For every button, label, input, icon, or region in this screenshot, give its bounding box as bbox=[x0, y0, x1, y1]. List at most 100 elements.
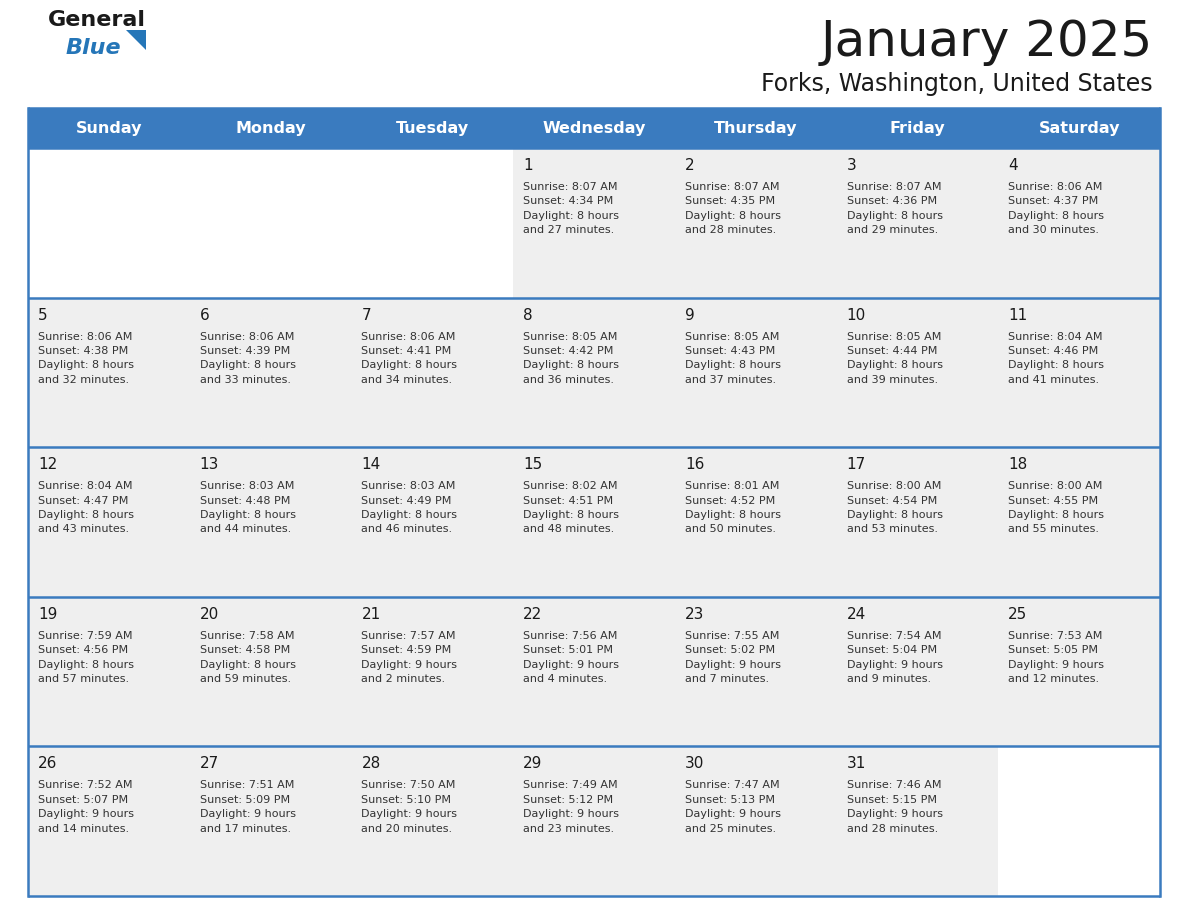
Text: Sunrise: 7:56 AM
Sunset: 5:01 PM
Daylight: 9 hours
and 4 minutes.: Sunrise: 7:56 AM Sunset: 5:01 PM Dayligh… bbox=[523, 631, 619, 684]
Bar bbox=[998, 148, 1159, 297]
Text: 17: 17 bbox=[847, 457, 866, 472]
Text: 9: 9 bbox=[684, 308, 695, 322]
Text: Sunrise: 7:49 AM
Sunset: 5:12 PM
Daylight: 9 hours
and 23 minutes.: Sunrise: 7:49 AM Sunset: 5:12 PM Dayligh… bbox=[523, 780, 619, 834]
Bar bbox=[675, 447, 836, 597]
Text: Sunrise: 8:04 AM
Sunset: 4:47 PM
Daylight: 8 hours
and 43 minutes.: Sunrise: 8:04 AM Sunset: 4:47 PM Dayligh… bbox=[38, 481, 134, 534]
Text: Saturday: Saturday bbox=[1038, 120, 1120, 136]
Bar bbox=[513, 597, 675, 746]
Bar bbox=[29, 297, 190, 447]
Text: Sunrise: 7:58 AM
Sunset: 4:58 PM
Daylight: 8 hours
and 59 minutes.: Sunrise: 7:58 AM Sunset: 4:58 PM Dayligh… bbox=[200, 631, 296, 684]
Bar bbox=[998, 597, 1159, 746]
Bar bbox=[29, 148, 190, 297]
Text: Blue: Blue bbox=[67, 38, 121, 58]
Text: Sunday: Sunday bbox=[76, 120, 143, 136]
Bar bbox=[513, 108, 675, 148]
Text: 10: 10 bbox=[847, 308, 866, 322]
Bar bbox=[352, 108, 513, 148]
Text: 31: 31 bbox=[847, 756, 866, 771]
Bar bbox=[29, 108, 190, 148]
Bar bbox=[190, 297, 352, 447]
Text: Sunrise: 8:05 AM
Sunset: 4:44 PM
Daylight: 8 hours
and 39 minutes.: Sunrise: 8:05 AM Sunset: 4:44 PM Dayligh… bbox=[847, 331, 942, 385]
Text: Sunrise: 8:03 AM
Sunset: 4:49 PM
Daylight: 8 hours
and 46 minutes.: Sunrise: 8:03 AM Sunset: 4:49 PM Dayligh… bbox=[361, 481, 457, 534]
Bar bbox=[675, 148, 836, 297]
Text: Tuesday: Tuesday bbox=[396, 120, 469, 136]
Bar bbox=[836, 447, 998, 597]
Bar bbox=[998, 447, 1159, 597]
Text: 18: 18 bbox=[1009, 457, 1028, 472]
Bar bbox=[675, 297, 836, 447]
Text: 1: 1 bbox=[523, 158, 532, 173]
Text: Sunrise: 8:06 AM
Sunset: 4:38 PM
Daylight: 8 hours
and 32 minutes.: Sunrise: 8:06 AM Sunset: 4:38 PM Dayligh… bbox=[38, 331, 134, 385]
Bar bbox=[190, 597, 352, 746]
Text: Sunrise: 8:00 AM
Sunset: 4:54 PM
Daylight: 8 hours
and 53 minutes.: Sunrise: 8:00 AM Sunset: 4:54 PM Dayligh… bbox=[847, 481, 942, 534]
Text: 27: 27 bbox=[200, 756, 219, 771]
Bar bbox=[836, 297, 998, 447]
Text: Sunrise: 8:03 AM
Sunset: 4:48 PM
Daylight: 8 hours
and 44 minutes.: Sunrise: 8:03 AM Sunset: 4:48 PM Dayligh… bbox=[200, 481, 296, 534]
Text: 2: 2 bbox=[684, 158, 695, 173]
Bar bbox=[836, 746, 998, 896]
Text: Sunrise: 8:00 AM
Sunset: 4:55 PM
Daylight: 8 hours
and 55 minutes.: Sunrise: 8:00 AM Sunset: 4:55 PM Dayligh… bbox=[1009, 481, 1105, 534]
Bar bbox=[513, 148, 675, 297]
Text: Sunrise: 8:06 AM
Sunset: 4:41 PM
Daylight: 8 hours
and 34 minutes.: Sunrise: 8:06 AM Sunset: 4:41 PM Dayligh… bbox=[361, 331, 457, 385]
Text: 8: 8 bbox=[523, 308, 532, 322]
Text: Forks, Washington, United States: Forks, Washington, United States bbox=[762, 72, 1154, 96]
Text: 6: 6 bbox=[200, 308, 209, 322]
Bar bbox=[29, 746, 190, 896]
Bar bbox=[513, 447, 675, 597]
Text: Sunrise: 8:05 AM
Sunset: 4:43 PM
Daylight: 8 hours
and 37 minutes.: Sunrise: 8:05 AM Sunset: 4:43 PM Dayligh… bbox=[684, 331, 781, 385]
Text: 11: 11 bbox=[1009, 308, 1028, 322]
Text: Sunrise: 8:05 AM
Sunset: 4:42 PM
Daylight: 8 hours
and 36 minutes.: Sunrise: 8:05 AM Sunset: 4:42 PM Dayligh… bbox=[523, 331, 619, 385]
Text: Sunrise: 7:52 AM
Sunset: 5:07 PM
Daylight: 9 hours
and 14 minutes.: Sunrise: 7:52 AM Sunset: 5:07 PM Dayligh… bbox=[38, 780, 134, 834]
Text: Sunrise: 7:54 AM
Sunset: 5:04 PM
Daylight: 9 hours
and 9 minutes.: Sunrise: 7:54 AM Sunset: 5:04 PM Dayligh… bbox=[847, 631, 942, 684]
Bar bbox=[513, 297, 675, 447]
Bar bbox=[352, 297, 513, 447]
Bar bbox=[836, 148, 998, 297]
Text: Wednesday: Wednesday bbox=[542, 120, 646, 136]
Text: Sunrise: 7:57 AM
Sunset: 4:59 PM
Daylight: 9 hours
and 2 minutes.: Sunrise: 7:57 AM Sunset: 4:59 PM Dayligh… bbox=[361, 631, 457, 684]
Text: Sunrise: 7:47 AM
Sunset: 5:13 PM
Daylight: 9 hours
and 25 minutes.: Sunrise: 7:47 AM Sunset: 5:13 PM Dayligh… bbox=[684, 780, 781, 834]
Text: January 2025: January 2025 bbox=[821, 18, 1154, 66]
Text: 16: 16 bbox=[684, 457, 704, 472]
Text: 5: 5 bbox=[38, 308, 48, 322]
Text: 14: 14 bbox=[361, 457, 380, 472]
Bar bbox=[190, 746, 352, 896]
Bar bbox=[513, 746, 675, 896]
Bar bbox=[29, 597, 190, 746]
Bar bbox=[352, 746, 513, 896]
Text: Sunrise: 7:50 AM
Sunset: 5:10 PM
Daylight: 9 hours
and 20 minutes.: Sunrise: 7:50 AM Sunset: 5:10 PM Dayligh… bbox=[361, 780, 457, 834]
Bar bbox=[190, 447, 352, 597]
Text: Sunrise: 8:01 AM
Sunset: 4:52 PM
Daylight: 8 hours
and 50 minutes.: Sunrise: 8:01 AM Sunset: 4:52 PM Dayligh… bbox=[684, 481, 781, 534]
Text: Sunrise: 8:07 AM
Sunset: 4:34 PM
Daylight: 8 hours
and 27 minutes.: Sunrise: 8:07 AM Sunset: 4:34 PM Dayligh… bbox=[523, 182, 619, 235]
Text: 4: 4 bbox=[1009, 158, 1018, 173]
Text: 29: 29 bbox=[523, 756, 543, 771]
Text: 13: 13 bbox=[200, 457, 219, 472]
Bar bbox=[352, 447, 513, 597]
Bar bbox=[190, 108, 352, 148]
Text: 20: 20 bbox=[200, 607, 219, 621]
Text: Sunrise: 7:51 AM
Sunset: 5:09 PM
Daylight: 9 hours
and 17 minutes.: Sunrise: 7:51 AM Sunset: 5:09 PM Dayligh… bbox=[200, 780, 296, 834]
Text: 26: 26 bbox=[38, 756, 57, 771]
Text: General: General bbox=[48, 10, 146, 30]
Text: Thursday: Thursday bbox=[714, 120, 797, 136]
Text: Friday: Friday bbox=[890, 120, 946, 136]
Bar bbox=[675, 597, 836, 746]
Text: Sunrise: 7:46 AM
Sunset: 5:15 PM
Daylight: 9 hours
and 28 minutes.: Sunrise: 7:46 AM Sunset: 5:15 PM Dayligh… bbox=[847, 780, 942, 834]
Bar bbox=[352, 597, 513, 746]
Text: Sunrise: 8:04 AM
Sunset: 4:46 PM
Daylight: 8 hours
and 41 minutes.: Sunrise: 8:04 AM Sunset: 4:46 PM Dayligh… bbox=[1009, 331, 1105, 385]
Bar bbox=[998, 108, 1159, 148]
Text: Sunrise: 8:07 AM
Sunset: 4:36 PM
Daylight: 8 hours
and 29 minutes.: Sunrise: 8:07 AM Sunset: 4:36 PM Dayligh… bbox=[847, 182, 942, 235]
Bar bbox=[352, 148, 513, 297]
Text: 3: 3 bbox=[847, 158, 857, 173]
Polygon shape bbox=[126, 30, 146, 50]
Text: Sunrise: 7:55 AM
Sunset: 5:02 PM
Daylight: 9 hours
and 7 minutes.: Sunrise: 7:55 AM Sunset: 5:02 PM Dayligh… bbox=[684, 631, 781, 684]
Text: Sunrise: 7:59 AM
Sunset: 4:56 PM
Daylight: 8 hours
and 57 minutes.: Sunrise: 7:59 AM Sunset: 4:56 PM Dayligh… bbox=[38, 631, 134, 684]
Bar bbox=[675, 108, 836, 148]
Bar bbox=[190, 148, 352, 297]
Bar bbox=[998, 297, 1159, 447]
Bar bbox=[836, 597, 998, 746]
Text: 24: 24 bbox=[847, 607, 866, 621]
Text: Sunrise: 8:06 AM
Sunset: 4:37 PM
Daylight: 8 hours
and 30 minutes.: Sunrise: 8:06 AM Sunset: 4:37 PM Dayligh… bbox=[1009, 182, 1105, 235]
Bar bbox=[998, 746, 1159, 896]
Text: 21: 21 bbox=[361, 607, 380, 621]
Text: Sunrise: 8:02 AM
Sunset: 4:51 PM
Daylight: 8 hours
and 48 minutes.: Sunrise: 8:02 AM Sunset: 4:51 PM Dayligh… bbox=[523, 481, 619, 534]
